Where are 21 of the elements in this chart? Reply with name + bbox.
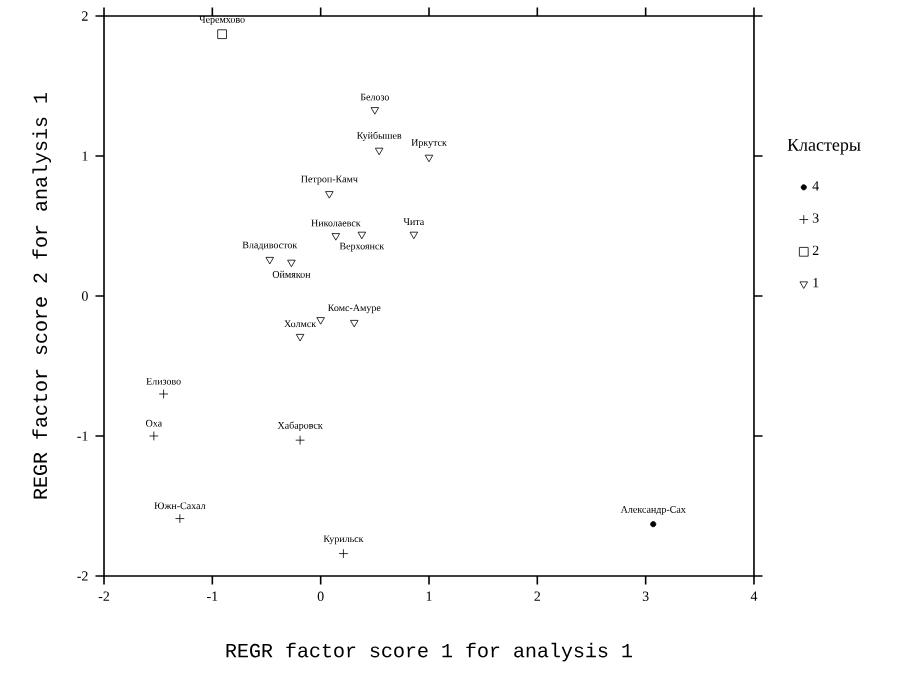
point — [295, 435, 305, 445]
point — [357, 231, 367, 240]
point — [149, 431, 159, 441]
point — [287, 259, 296, 268]
point — [325, 191, 334, 199]
point — [158, 389, 169, 399]
point — [265, 256, 274, 265]
point — [650, 521, 657, 528]
point — [409, 231, 419, 240]
point — [295, 333, 305, 342]
point — [424, 154, 434, 163]
legend-title: Кластеры — [787, 138, 861, 155]
point — [350, 319, 359, 328]
point — [374, 147, 384, 156]
point — [316, 317, 325, 325]
point — [217, 29, 227, 39]
point — [175, 513, 185, 524]
point — [370, 107, 380, 115]
x-axis-title: REGR factor score 1 for analysis 1 — [226, 642, 632, 662]
point — [331, 233, 341, 241]
y-axis-title: REGR factor score 2 for analysis 1 — [32, 92, 52, 499]
